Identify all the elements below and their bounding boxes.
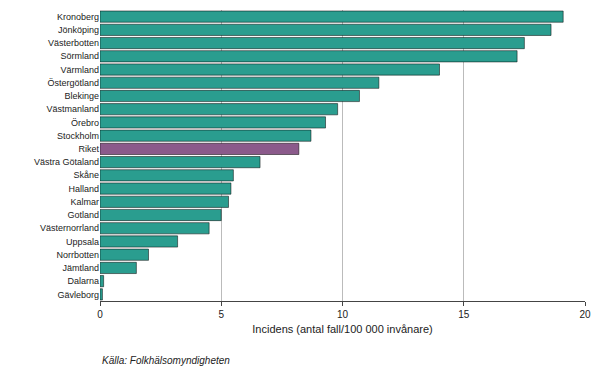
- svg-text:Västra Götaland: Västra Götaland: [34, 157, 99, 167]
- svg-text:Östergötland: Östergötland: [47, 78, 99, 88]
- svg-text:Värmland: Värmland: [60, 65, 99, 75]
- svg-text:Gotland: Gotland: [67, 210, 99, 220]
- svg-text:10: 10: [337, 309, 349, 320]
- svg-text:Incidens (antal fall/100 000 i: Incidens (antal fall/100 000 invånare): [252, 323, 432, 335]
- svg-text:Jönköping: Jönköping: [58, 25, 99, 35]
- svg-text:Sörmland: Sörmland: [60, 51, 99, 61]
- svg-text:Kalmar: Kalmar: [70, 197, 99, 207]
- svg-text:Riket: Riket: [78, 144, 99, 154]
- svg-text:0: 0: [97, 309, 103, 320]
- svg-text:Gävleborg: Gävleborg: [57, 290, 99, 300]
- svg-text:Stockholm: Stockholm: [57, 131, 99, 141]
- svg-text:Halland: Halland: [68, 184, 99, 194]
- svg-text:Blekinge: Blekinge: [64, 91, 99, 101]
- svg-text:Dalarna: Dalarna: [67, 276, 99, 286]
- svg-text:20: 20: [579, 309, 591, 320]
- svg-text:Västerbotten: Västerbotten: [48, 38, 99, 48]
- svg-text:Västernorrland: Västernorrland: [40, 223, 99, 233]
- svg-text:Jämtland: Jämtland: [62, 263, 99, 273]
- svg-text:Skåne: Skåne: [73, 170, 99, 180]
- svg-text:Norrbotten: Norrbotten: [56, 250, 99, 260]
- svg-text:Källa: Folkhälsomyndigheten: Källa: Folkhälsomyndigheten: [102, 355, 230, 366]
- svg-text:Örebro: Örebro: [71, 118, 99, 128]
- svg-text:Kronoberg: Kronoberg: [57, 12, 99, 22]
- svg-text:15: 15: [458, 309, 470, 320]
- svg-text:Västmanland: Västmanland: [46, 104, 99, 114]
- svg-text:Uppsala: Uppsala: [66, 237, 99, 247]
- svg-text:5: 5: [218, 309, 224, 320]
